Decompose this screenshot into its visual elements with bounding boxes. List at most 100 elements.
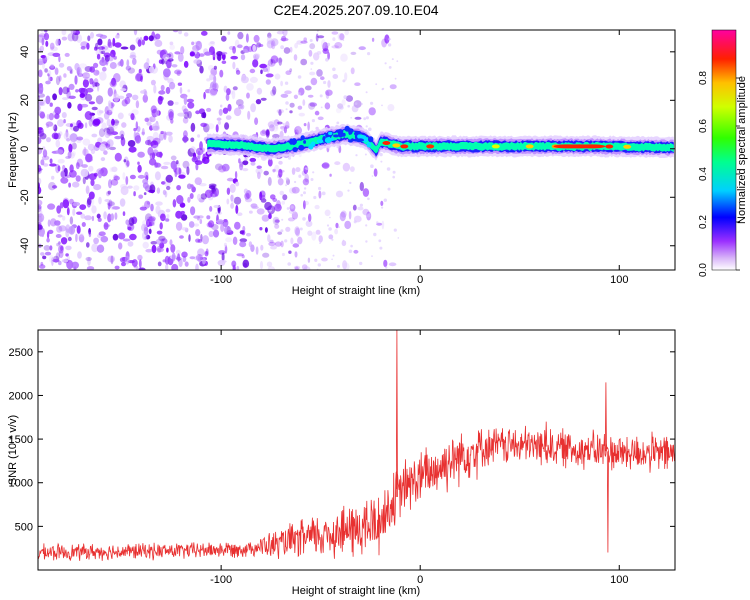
noise-blob <box>39 111 45 119</box>
noise-blob <box>133 30 138 36</box>
carrier-hotspot <box>525 144 534 149</box>
noise-blob <box>170 160 177 170</box>
noise-blob <box>99 59 107 66</box>
noise-blob <box>208 220 215 228</box>
noise-blob <box>203 91 206 100</box>
noise-blob <box>309 71 316 76</box>
noise-blob <box>75 89 79 93</box>
noise-blob <box>314 204 320 210</box>
noise-blob <box>221 252 225 262</box>
noise-blob <box>49 158 53 164</box>
noise-blob <box>96 70 100 75</box>
noise-blob <box>329 173 332 177</box>
noise-blob <box>103 112 110 120</box>
noise-blob <box>193 256 201 261</box>
noise-speckle <box>396 60 399 63</box>
noise-blob <box>60 237 68 245</box>
noise-speckle <box>313 195 317 200</box>
noise-blob <box>170 244 176 253</box>
noise-blob <box>354 82 361 86</box>
noise-blob <box>209 73 214 81</box>
noise-blob <box>156 141 159 148</box>
noise-speckle <box>370 101 374 105</box>
noise-blob <box>126 59 130 67</box>
noise-blob <box>160 84 165 91</box>
noise-blob <box>115 34 120 39</box>
noise-blob <box>73 125 79 132</box>
noise-blob <box>187 89 191 93</box>
noise-blob <box>72 201 81 207</box>
noise-blob <box>348 210 352 220</box>
noise-speckle <box>367 52 371 56</box>
noise-speckle <box>385 266 388 269</box>
noise-blob <box>72 208 76 216</box>
noise-blob <box>49 42 55 50</box>
noise-blob <box>86 74 91 78</box>
noise-blob <box>38 127 43 131</box>
noise-blob <box>70 139 75 145</box>
noise-blob <box>138 68 142 74</box>
noise-blob <box>41 37 45 46</box>
noise-blob <box>197 239 203 243</box>
noise-blob <box>217 120 221 125</box>
noise-blob <box>44 55 50 60</box>
noise-blob <box>163 131 167 141</box>
noise-blob <box>82 138 91 146</box>
noise-blob <box>148 216 156 222</box>
noise-blob <box>38 213 45 223</box>
noise-blob <box>193 215 201 219</box>
noise-blob <box>48 112 54 121</box>
noise-blob <box>75 175 81 182</box>
noise-blob <box>174 101 179 105</box>
spectrogram-y-tick-label: -40 <box>19 238 31 254</box>
noise-blob <box>341 240 347 247</box>
noise-blob <box>67 236 72 242</box>
noise-blob <box>38 177 42 185</box>
noise-blob <box>41 233 44 238</box>
noise-blob <box>384 34 390 44</box>
noise-blob <box>171 263 179 270</box>
noise-blob <box>288 209 296 215</box>
noise-blob <box>168 134 173 143</box>
noise-blob <box>72 181 80 188</box>
noise-blob <box>209 206 213 212</box>
noise-blob <box>149 116 156 123</box>
noise-blob <box>127 241 134 247</box>
noise-blob <box>142 219 150 227</box>
noise-blob <box>208 230 214 238</box>
noise-blob <box>62 97 69 101</box>
noise-blob <box>304 200 309 206</box>
carrier-turbulence-blob <box>348 128 352 135</box>
noise-blob <box>142 231 148 241</box>
noise-blob <box>98 231 106 236</box>
snr-x-label: Height of straight line (km) <box>292 585 420 597</box>
noise-blob <box>54 106 62 115</box>
noise-blob <box>122 238 131 242</box>
noise-blob <box>85 185 90 195</box>
noise-blob <box>182 117 189 124</box>
noise-blob <box>99 143 106 152</box>
noise-speckle <box>302 217 306 221</box>
noise-blob <box>81 222 86 227</box>
noise-blob <box>88 118 94 127</box>
noise-blob <box>105 131 113 136</box>
noise-blob <box>303 123 307 127</box>
noise-speckle <box>353 220 357 224</box>
noise-speckle <box>326 224 330 227</box>
noise-blob <box>237 31 244 40</box>
noise-blob <box>64 52 70 57</box>
noise-blob <box>199 65 204 74</box>
noise-blob <box>235 204 239 214</box>
noise-blob <box>128 217 135 226</box>
noise-blob <box>237 44 243 49</box>
noise-blob <box>93 237 99 244</box>
noise-blob <box>80 213 86 219</box>
noise-blob <box>264 227 268 233</box>
noise-blob <box>260 97 267 101</box>
noise-blob <box>283 126 287 134</box>
noise-speckle <box>354 102 358 105</box>
noise-blob <box>38 110 45 116</box>
noise-blob <box>90 32 94 39</box>
noise-blob <box>358 46 366 51</box>
noise-blob <box>234 221 241 230</box>
